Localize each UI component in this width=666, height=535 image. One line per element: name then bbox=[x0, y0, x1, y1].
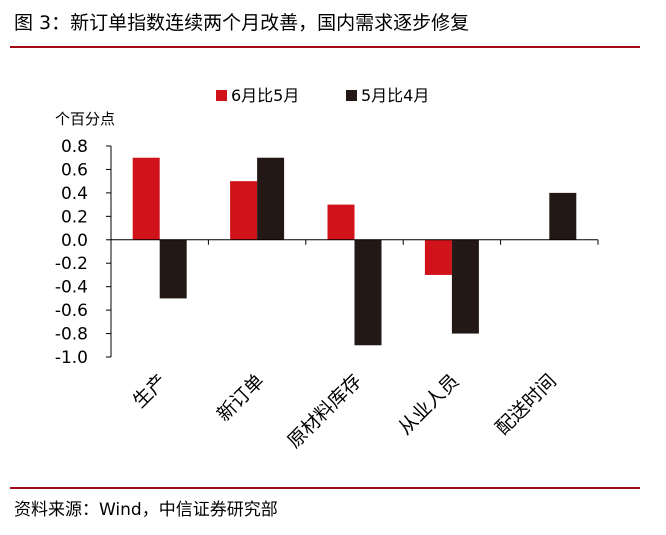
y-tick-label: -1.0 bbox=[55, 348, 88, 368]
bar-may-vs-apr bbox=[257, 157, 285, 240]
bar-may-vs-apr bbox=[451, 239, 479, 334]
bar-chart: 6月比5月 5月比4月 个百分点 0.8 0.6 0.4 0.2 0.0 -0.2 -0.4 -… bbox=[55, 86, 599, 453]
y-tick-label: 0.0 bbox=[61, 231, 88, 251]
bar-may-vs-apr bbox=[159, 239, 187, 299]
source-divider bbox=[10, 487, 640, 489]
y-tick-label: 0.4 bbox=[61, 184, 88, 204]
legend-label-2: 5月比4月 bbox=[361, 86, 429, 105]
bar-may-vs-apr bbox=[549, 192, 577, 240]
figure-title: 图 3：新订单指数连续两个月改善，国内需求逐步修复 bbox=[14, 12, 470, 34]
title-divider bbox=[10, 46, 640, 48]
x-tick-label: 生产 bbox=[129, 370, 171, 412]
y-tick-label: -0.4 bbox=[55, 278, 88, 298]
y-tick-label: -0.8 bbox=[55, 325, 88, 345]
x-axis bbox=[110, 239, 599, 245]
bar-jun-vs-may bbox=[327, 204, 355, 240]
chart-legend: 6月比5月 5月比4月 bbox=[216, 86, 429, 105]
bar-may-vs-apr bbox=[354, 239, 382, 346]
y-tick-label: 0.8 bbox=[61, 137, 88, 157]
x-tick-label: 原材料库存 bbox=[283, 370, 366, 453]
y-tick-label: -0.6 bbox=[55, 301, 88, 321]
legend-swatch-2 bbox=[346, 90, 357, 101]
x-tick-label: 配送时间 bbox=[492, 370, 561, 439]
y-tick-label: 0.6 bbox=[61, 160, 88, 180]
bar-jun-vs-may bbox=[230, 181, 258, 240]
x-tick-labels: 生产 新订单 原材料库存 从业人员 配送时间 bbox=[129, 370, 561, 453]
y-tick-label: 0.2 bbox=[61, 207, 88, 227]
y-tick-label: -0.2 bbox=[55, 254, 88, 274]
x-tick-label: 新订单 bbox=[213, 370, 269, 426]
source-note: 资料来源：Wind，中信证券研究部 bbox=[14, 500, 278, 520]
x-tick-label: 从业人员 bbox=[394, 370, 463, 439]
legend-label-1: 6月比5月 bbox=[231, 86, 299, 105]
y-axis-label: 个百分点 bbox=[55, 110, 115, 128]
bars bbox=[132, 157, 577, 346]
y-axis: 0.8 0.6 0.4 0.2 0.0 -0.2 -0.4 -0.6 -0.8 -1.0 bbox=[55, 137, 112, 368]
bar-jun-vs-may bbox=[132, 157, 160, 240]
bar-jun-vs-may bbox=[424, 239, 452, 275]
legend-swatch-1 bbox=[216, 90, 227, 101]
